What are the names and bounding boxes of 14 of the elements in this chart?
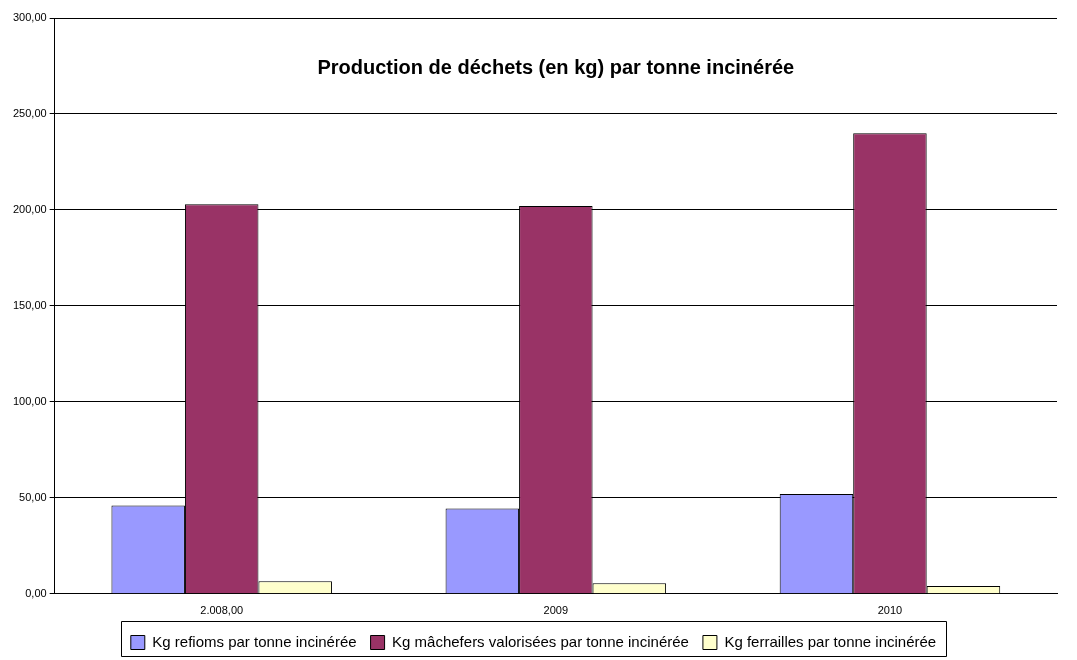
x-tick-label: 2009 (543, 604, 569, 617)
y-tick-label: 250,00 (12, 107, 47, 119)
legend-label: Kg ferrailles par tonne incinérée (724, 632, 937, 650)
legend-label: Kg refioms par tonne incinérée (152, 632, 357, 650)
text: Production de déchets (en kg) par tonne incinérée (317, 55, 795, 78)
x-tick-label: 2010 (877, 604, 903, 617)
y-tick-label: 100,00 (12, 394, 47, 407)
x-tick-label: 2.008,00 (200, 604, 244, 617)
y-tick-label: 50,00 (19, 490, 47, 503)
legend-label: Kg mâchefers valorisées par tonne incinérée (392, 632, 689, 650)
y-tick-label: 150,00 (12, 298, 47, 311)
y-tick-label: 200,00 (12, 202, 47, 215)
y-tick-label: 0,00 (25, 586, 47, 599)
y-tick-label: 300,00 (12, 11, 47, 24)
